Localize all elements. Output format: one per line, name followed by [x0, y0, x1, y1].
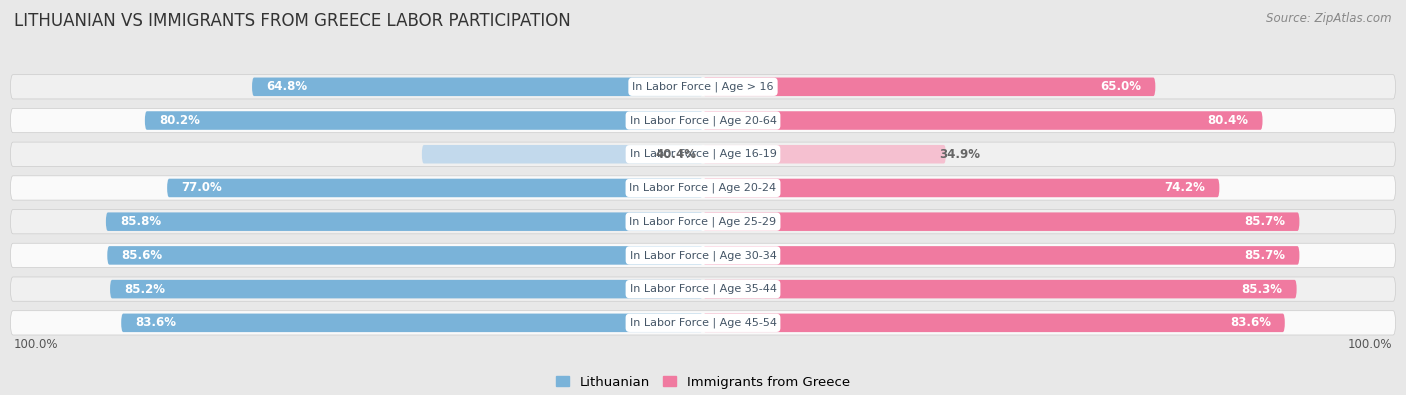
- Text: 85.8%: 85.8%: [120, 215, 160, 228]
- Text: 83.6%: 83.6%: [135, 316, 176, 329]
- FancyBboxPatch shape: [703, 77, 1156, 96]
- Text: 85.3%: 85.3%: [1241, 282, 1282, 295]
- Text: 64.8%: 64.8%: [266, 80, 307, 93]
- Text: 74.2%: 74.2%: [1164, 181, 1205, 194]
- FancyBboxPatch shape: [10, 311, 1396, 335]
- Text: In Labor Force | Age 20-64: In Labor Force | Age 20-64: [630, 115, 776, 126]
- Text: 100.0%: 100.0%: [1347, 338, 1392, 351]
- FancyBboxPatch shape: [422, 145, 703, 164]
- Text: In Labor Force | Age 16-19: In Labor Force | Age 16-19: [630, 149, 776, 160]
- FancyBboxPatch shape: [10, 108, 1396, 133]
- Text: In Labor Force | Age 20-24: In Labor Force | Age 20-24: [630, 183, 776, 193]
- Text: 85.2%: 85.2%: [124, 282, 165, 295]
- Text: In Labor Force | Age 25-29: In Labor Force | Age 25-29: [630, 216, 776, 227]
- FancyBboxPatch shape: [110, 280, 703, 298]
- Text: LITHUANIAN VS IMMIGRANTS FROM GREECE LABOR PARTICIPATION: LITHUANIAN VS IMMIGRANTS FROM GREECE LAB…: [14, 12, 571, 30]
- FancyBboxPatch shape: [107, 246, 703, 265]
- Text: 80.4%: 80.4%: [1208, 114, 1249, 127]
- Text: In Labor Force | Age 30-34: In Labor Force | Age 30-34: [630, 250, 776, 261]
- FancyBboxPatch shape: [10, 209, 1396, 234]
- FancyBboxPatch shape: [10, 243, 1396, 267]
- Text: 85.7%: 85.7%: [1244, 249, 1285, 262]
- Text: 83.6%: 83.6%: [1230, 316, 1271, 329]
- Text: In Labor Force | Age > 16: In Labor Force | Age > 16: [633, 81, 773, 92]
- FancyBboxPatch shape: [10, 176, 1396, 200]
- Legend: Lithuanian, Immigrants from Greece: Lithuanian, Immigrants from Greece: [551, 371, 855, 394]
- FancyBboxPatch shape: [703, 179, 1219, 197]
- FancyBboxPatch shape: [145, 111, 703, 130]
- Text: 34.9%: 34.9%: [939, 148, 980, 161]
- Text: 85.6%: 85.6%: [121, 249, 162, 262]
- FancyBboxPatch shape: [105, 213, 703, 231]
- Text: 85.7%: 85.7%: [1244, 215, 1285, 228]
- FancyBboxPatch shape: [703, 111, 1263, 130]
- FancyBboxPatch shape: [703, 280, 1296, 298]
- FancyBboxPatch shape: [703, 314, 1285, 332]
- Text: 100.0%: 100.0%: [14, 338, 59, 351]
- Text: 65.0%: 65.0%: [1101, 80, 1142, 93]
- FancyBboxPatch shape: [703, 145, 946, 164]
- Text: In Labor Force | Age 45-54: In Labor Force | Age 45-54: [630, 318, 776, 328]
- FancyBboxPatch shape: [703, 246, 1299, 265]
- FancyBboxPatch shape: [121, 314, 703, 332]
- Text: Source: ZipAtlas.com: Source: ZipAtlas.com: [1267, 12, 1392, 25]
- FancyBboxPatch shape: [703, 213, 1299, 231]
- FancyBboxPatch shape: [10, 142, 1396, 166]
- FancyBboxPatch shape: [10, 277, 1396, 301]
- Text: 80.2%: 80.2%: [159, 114, 200, 127]
- Text: In Labor Force | Age 35-44: In Labor Force | Age 35-44: [630, 284, 776, 294]
- Text: 40.4%: 40.4%: [655, 148, 696, 161]
- FancyBboxPatch shape: [167, 179, 703, 197]
- Text: 77.0%: 77.0%: [181, 181, 222, 194]
- FancyBboxPatch shape: [252, 77, 703, 96]
- FancyBboxPatch shape: [10, 75, 1396, 99]
